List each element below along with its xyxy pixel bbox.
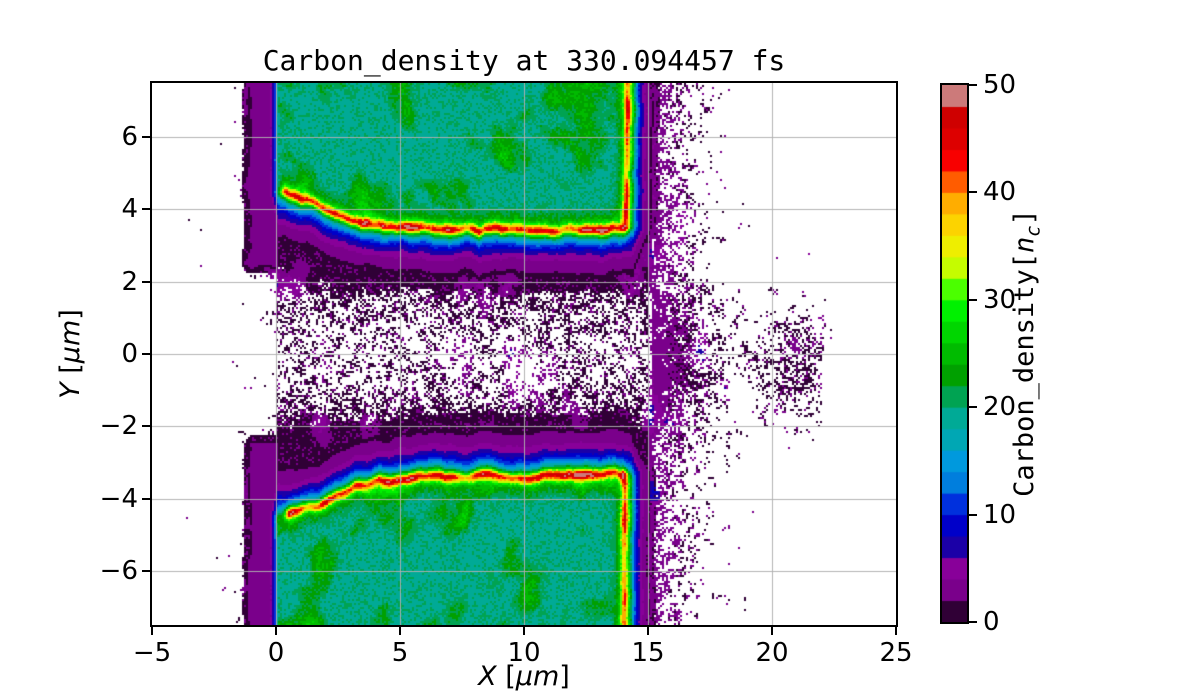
colorbar-tick-mark	[969, 84, 977, 86]
x-tick-mark	[275, 627, 277, 635]
colorbar-tick-mark	[969, 406, 977, 409]
y-tick-label: 0	[121, 339, 138, 369]
x-tick-label: −5	[132, 638, 172, 668]
x-tick-mark	[647, 627, 649, 635]
x-tick-mark	[151, 627, 153, 635]
colorbar-tick-label: 0	[983, 607, 1000, 637]
x-tick-label: 0	[267, 638, 285, 668]
chart-title: Carbon_density at 330.094457 fs	[262, 44, 786, 77]
colorbar-tick-label: 20	[983, 392, 1017, 423]
x-tick-label: 10	[507, 638, 541, 668]
x-axis-unit: μm	[515, 661, 560, 692]
x-tick-label: 25	[879, 638, 913, 668]
y-axis-label-var: Y	[55, 382, 86, 399]
x-axis-label-var: X	[478, 661, 497, 692]
colorbar-tick-label: 30	[983, 284, 1017, 315]
x-axis-label: X [μm]	[478, 661, 570, 692]
colorbar-tick-mark	[969, 298, 977, 301]
colorbar-tick-mark	[969, 191, 977, 194]
x-tick-label: 20	[755, 638, 789, 668]
y-tick-mark	[142, 497, 150, 500]
x-tick-mark	[895, 627, 897, 635]
y-tick-label: 2	[121, 266, 138, 297]
y-tick-mark	[142, 280, 150, 283]
colorbar-tick-label: 50	[983, 70, 1017, 100]
y-tick-mark	[142, 353, 150, 355]
x-tick-label: 15	[631, 638, 665, 668]
x-tick-mark	[523, 627, 525, 635]
colorbar-tick-label: 40	[983, 177, 1017, 208]
colorbar-tick-label: 10	[983, 499, 1017, 530]
y-tick-mark	[142, 136, 150, 139]
colorbar-canvas	[942, 85, 967, 622]
x-tick-mark	[771, 627, 773, 635]
colorbar-tick-mark	[969, 513, 977, 516]
colorbar-label: Carbon_density[nc]	[1009, 209, 1045, 497]
heatmap-canvas	[152, 83, 896, 625]
y-tick-label: 4	[121, 194, 138, 225]
x-tick-mark	[399, 627, 401, 635]
x-tick-label: 5	[391, 638, 409, 668]
y-tick-mark	[142, 569, 150, 572]
y-tick-label: −6	[99, 555, 138, 586]
colorbar-frame	[940, 83, 969, 624]
colorbar-tick-mark	[969, 621, 977, 623]
plot-frame	[150, 81, 898, 627]
y-tick-label: −2	[99, 411, 138, 442]
y-tick-label: −4	[99, 483, 138, 514]
y-tick-label: 6	[121, 122, 138, 153]
y-tick-mark	[142, 425, 150, 428]
y-tick-mark	[142, 208, 150, 211]
